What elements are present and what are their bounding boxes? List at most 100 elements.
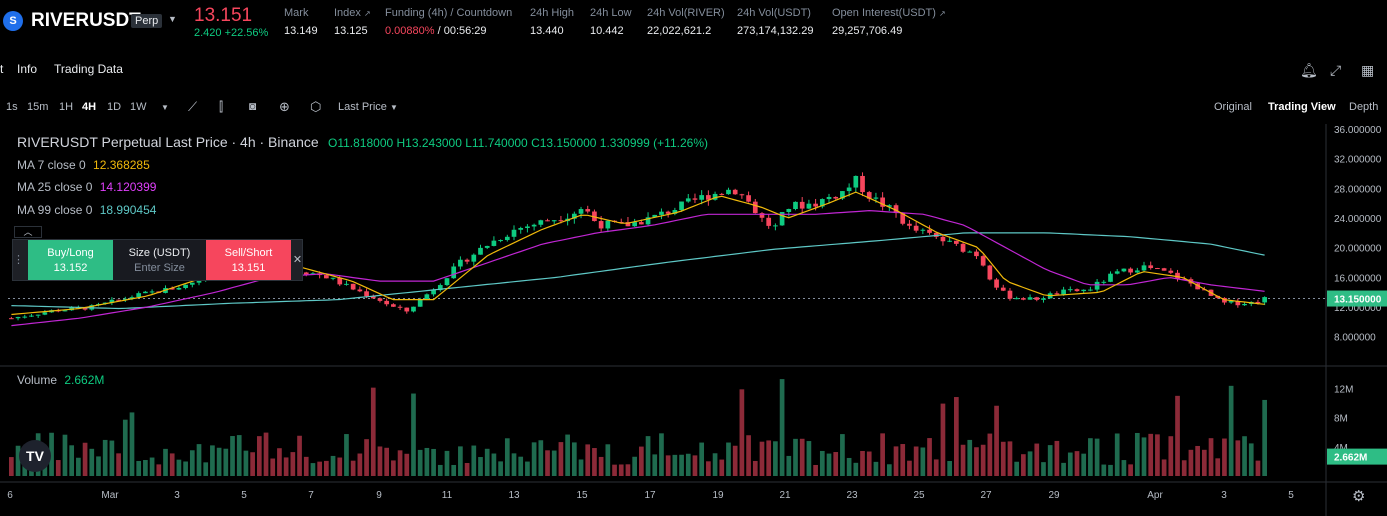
volume-bar — [880, 433, 885, 476]
candle-body — [451, 266, 457, 279]
candle-body — [652, 214, 658, 218]
collapse-legend-button[interactable]: ︿ — [14, 226, 42, 238]
stat-index[interactable]: Index ↗ 13.125 — [334, 7, 371, 37]
interval-dropdown-icon[interactable]: ▼ — [161, 103, 169, 112]
view-depth[interactable]: Depth — [1349, 101, 1379, 113]
volume-bar — [424, 447, 430, 476]
candle-body — [42, 312, 48, 315]
volume-bar — [96, 456, 101, 476]
ma7-legend[interactable]: MA 7 close 0 12.368285 — [17, 158, 150, 172]
volume-bar — [444, 450, 450, 476]
volume-bar — [15, 445, 21, 476]
close-icon[interactable]: ✕ — [292, 254, 303, 266]
volume-bar — [672, 454, 678, 476]
volume-bar — [1088, 438, 1093, 476]
volume-bar — [196, 444, 202, 476]
candle-body — [806, 203, 812, 209]
interval-1w[interactable]: 1W — [130, 101, 147, 113]
interval-1d[interactable]: 1D — [107, 101, 122, 113]
candle-body — [149, 291, 155, 293]
volume-bar — [538, 440, 544, 476]
candle-body — [545, 220, 550, 222]
drag-handle-icon[interactable]: ⋮⋮ — [13, 254, 35, 266]
stat-value: 22,022,621.2 — [647, 25, 712, 37]
view-original[interactable]: Original — [1214, 101, 1252, 113]
time-axis-tick: 29 — [1048, 490, 1060, 501]
size-input[interactable]: Size (USDT) Enter Size — [113, 240, 206, 280]
expand-icon[interactable]: ⤢ — [1330, 62, 1342, 78]
candle-body — [1242, 303, 1247, 306]
volume-bar — [605, 444, 611, 476]
volume-bar — [1027, 451, 1033, 476]
volume-bar — [525, 461, 530, 476]
volume-bar — [1181, 460, 1187, 476]
volume-bar — [1188, 449, 1194, 476]
gear-icon[interactable]: ⚙ — [1352, 488, 1366, 505]
settings-hex-icon[interactable]: ⬡ — [310, 99, 322, 114]
stat-open-interest[interactable]: Open Interest(USDT) ↗ 29,257,706.49 — [832, 7, 946, 37]
volume-bar — [236, 435, 242, 476]
layout-grid-icon[interactable]: ▦ — [1361, 62, 1375, 78]
bell-icon[interactable]: 🔔︎ — [1300, 62, 1318, 78]
volume-bar — [826, 453, 832, 476]
stat-value: 13.440 — [530, 25, 564, 37]
candle-body — [531, 224, 537, 227]
volume-bar — [886, 464, 892, 476]
camera-icon[interactable]: ◙ — [249, 99, 257, 113]
current-price-tag-bg — [1327, 290, 1387, 307]
candle-body — [813, 203, 818, 207]
price-axis-tick: 32.000000 — [1334, 155, 1382, 166]
view-trading-view[interactable]: Trading View — [1268, 101, 1336, 113]
time-axis-tick: 13 — [508, 490, 520, 501]
candle-body — [35, 314, 41, 316]
add-indicator-icon[interactable]: ⊕ — [279, 99, 290, 114]
price-type-select[interactable]: Last Price ▼ — [338, 101, 398, 113]
tab-chart[interactable]: t — [0, 62, 4, 76]
candle-body — [464, 259, 470, 262]
candle-type-icon[interactable]: ⫿ — [219, 99, 224, 114]
volume-bar — [833, 452, 839, 476]
tradingview-logo[interactable]: TV — [19, 440, 51, 472]
time-axis-tick: 15 — [576, 490, 588, 501]
interval-1s[interactable]: 1s — [6, 101, 18, 113]
volume-bar — [69, 445, 75, 476]
volume-bar — [364, 439, 369, 476]
buy-long-button[interactable]: Buy/Long 13.152 — [28, 240, 113, 280]
buy-price: 13.152 — [53, 262, 88, 274]
perp-badge: Perp — [131, 14, 163, 28]
volume-bar — [411, 393, 416, 476]
volume-bar — [585, 444, 591, 476]
candle-body — [491, 240, 497, 246]
price-chart[interactable]: 36.000000 32.000000 28.000000 24.000000 20.0… — [0, 124, 1387, 516]
volume-bar — [1255, 460, 1261, 476]
price-axis-tick: 36.000000 — [1334, 125, 1382, 136]
volume-bar — [116, 453, 121, 476]
ma99-legend[interactable]: MA 99 close 0 18.990454 — [17, 203, 157, 217]
candle-body — [672, 210, 678, 214]
volume-legend[interactable]: Volume 2.662M — [17, 373, 105, 387]
size-label: Size (USDT) — [128, 247, 191, 259]
volume-bar — [22, 462, 28, 476]
interval-15m[interactable]: 15m — [27, 101, 49, 113]
sell-short-button[interactable]: Sell/Short 13.151 — [206, 240, 291, 280]
chart-canvas[interactable]: 36.000000 32.000000 28.000000 24.000000 20.0… — [0, 124, 1387, 516]
candle-body — [886, 205, 892, 207]
indicator-icon[interactable]: ⟋ — [188, 99, 198, 114]
sell-label: Sell/Short — [224, 247, 273, 259]
candle-body — [840, 191, 845, 199]
symbol-name[interactable]: RIVERUSDT — [31, 10, 141, 31]
tab-info[interactable]: Info — [17, 62, 38, 76]
candle-body — [525, 226, 530, 229]
volume-bar — [612, 464, 617, 476]
time-axis-tick: 9 — [376, 490, 382, 501]
symbol-dropdown-icon[interactable]: ▼ — [168, 14, 177, 24]
ma25-legend[interactable]: MA 25 close 0 14.120399 — [17, 180, 157, 194]
interval-1h[interactable]: 1H — [59, 101, 74, 113]
time-axis-tick: 5 — [241, 490, 247, 501]
tab-trading-data[interactable]: Trading Data — [54, 62, 123, 76]
candle-body — [15, 316, 21, 319]
candle-body — [357, 289, 363, 292]
buy-label: Buy/Long — [47, 247, 94, 259]
interval-4h[interactable]: 4H — [82, 101, 97, 113]
volume-bar — [625, 464, 631, 476]
